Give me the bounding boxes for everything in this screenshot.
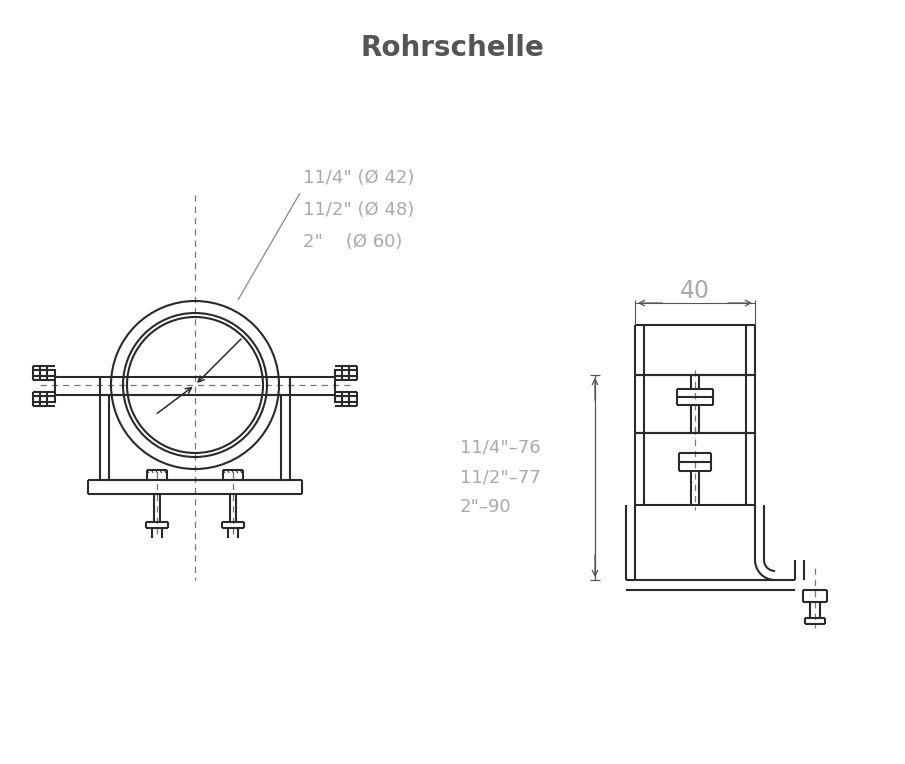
Text: 2"–90: 2"–90 <box>460 498 511 516</box>
Text: 11/2"–77: 11/2"–77 <box>460 468 541 487</box>
Text: Rohrschelle: Rohrschelle <box>360 34 544 62</box>
Text: 2"    (Ø 60): 2" (Ø 60) <box>303 233 403 251</box>
Text: 11/2" (Ø 48): 11/2" (Ø 48) <box>303 201 414 219</box>
Text: 40: 40 <box>680 279 710 303</box>
Text: 11/4" (Ø 42): 11/4" (Ø 42) <box>303 169 414 187</box>
Text: 11/4"–76: 11/4"–76 <box>460 439 540 457</box>
